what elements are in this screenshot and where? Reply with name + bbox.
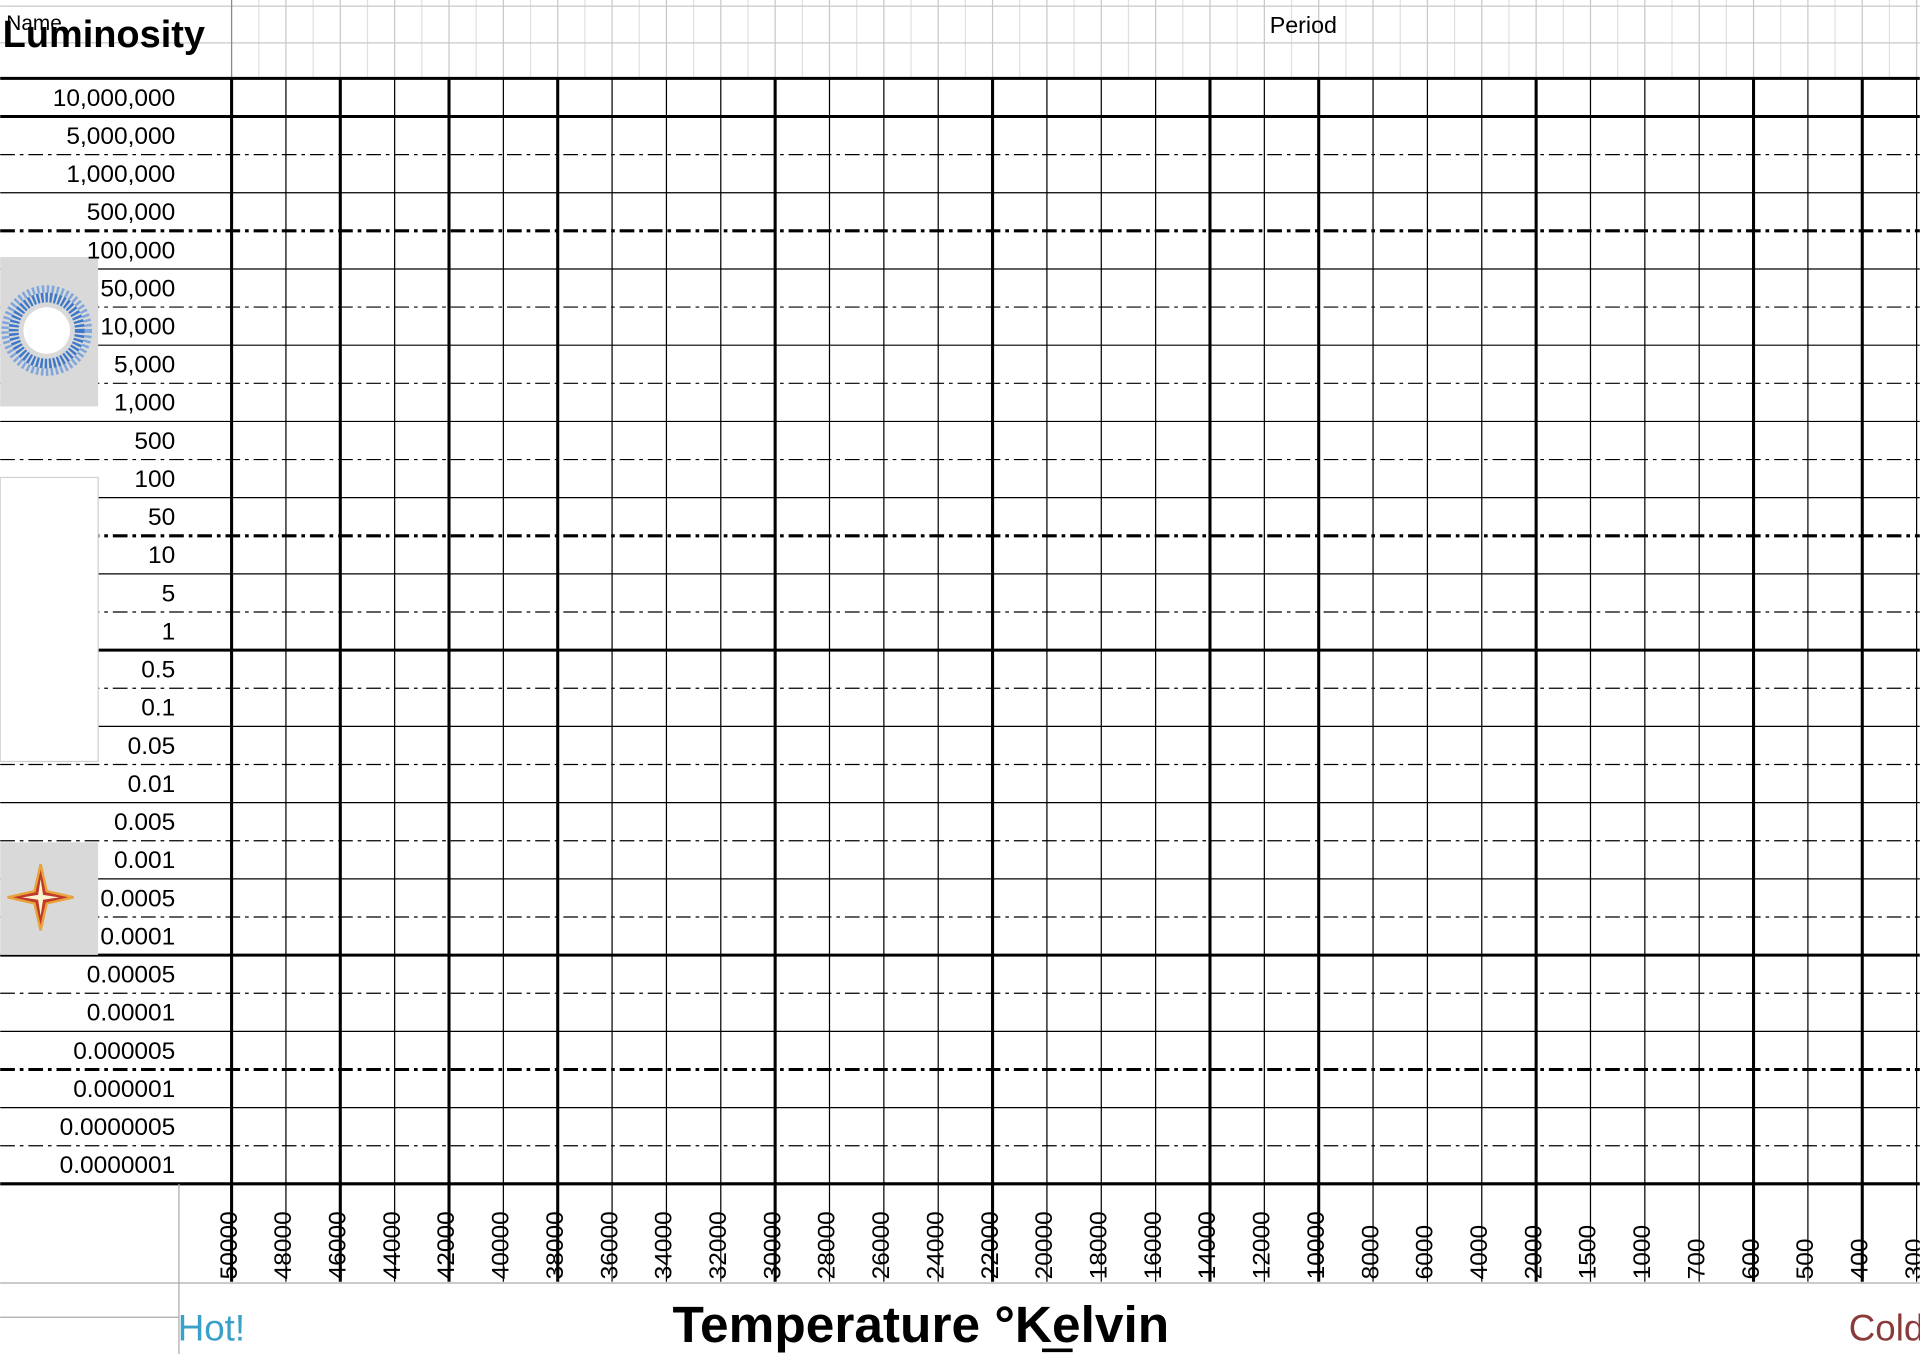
temperature-label: 22000 xyxy=(977,1211,1004,1279)
luminosity-label: 500 xyxy=(134,428,175,455)
temperature-label: 30000 xyxy=(759,1211,786,1279)
luminosity-label: 0.1 xyxy=(141,695,175,722)
temperature-label: 500 xyxy=(1792,1238,1819,1279)
temperature-label: 1000 xyxy=(1629,1225,1656,1279)
luminosity-label: 0.00001 xyxy=(87,1000,175,1027)
luminosity-label: 50,000 xyxy=(100,275,175,302)
temperature-label: 42000 xyxy=(433,1211,460,1279)
temperature-label: 8000 xyxy=(1357,1225,1384,1279)
temperature-label: 24000 xyxy=(922,1211,949,1279)
temperature-label: 10000 xyxy=(1303,1211,1330,1279)
luminosity-label: 0.00005 xyxy=(87,962,175,989)
temperature-label: 26000 xyxy=(868,1211,895,1279)
temperature-label: 32000 xyxy=(705,1211,732,1279)
luminosity-label: 0.5 xyxy=(141,657,175,684)
luminosity-label: 0.05 xyxy=(128,733,176,760)
temperature-label: 4000 xyxy=(1466,1225,1493,1279)
temperature-label: 300 xyxy=(1901,1238,1920,1279)
luminosity-label: 0.0000001 xyxy=(60,1152,176,1179)
temperature-label: 14000 xyxy=(1194,1211,1221,1279)
luminosity-label: 100,000 xyxy=(87,237,175,264)
temperature-label: 700 xyxy=(1683,1238,1710,1279)
temperature-label: 12000 xyxy=(1249,1211,1276,1279)
temperature-label: 18000 xyxy=(1086,1211,1113,1279)
temperature-label: 2000 xyxy=(1520,1225,1547,1279)
luminosity-label: 500,000 xyxy=(87,199,175,226)
red-star-image xyxy=(0,842,98,955)
temperature-label: 44000 xyxy=(379,1211,406,1279)
luminosity-label: 10,000 xyxy=(100,314,175,341)
luminosity-label: 0.000005 xyxy=(73,1038,175,1065)
luminosity-label: 0.0000005 xyxy=(60,1114,176,1141)
luminosity-label: 1,000,000 xyxy=(66,161,175,188)
temperature-label: 400 xyxy=(1847,1238,1874,1279)
hot-label: Hot! xyxy=(178,1307,245,1348)
luminosity-label: 5,000,000 xyxy=(66,123,175,150)
blank-image xyxy=(0,477,98,761)
temperature-label: 1500 xyxy=(1575,1225,1602,1279)
temperature-label: 38000 xyxy=(542,1211,569,1279)
luminosity-label: 0.000001 xyxy=(73,1076,175,1103)
luminosity-label: 0.0005 xyxy=(100,885,175,912)
luminosity-label: 1 xyxy=(162,618,176,645)
temperature-label: 28000 xyxy=(814,1211,841,1279)
period-label: Period xyxy=(1270,12,1337,38)
page: Name Luminosity Period 10,000,0005,000,0… xyxy=(0,0,1920,1354)
luminosity-label: 10 xyxy=(148,542,175,569)
axis-title: Temperature °Kelvin xyxy=(672,1295,1169,1353)
temperature-label: 16000 xyxy=(1140,1211,1167,1279)
background xyxy=(0,0,1920,1354)
luminosity-label: 100 xyxy=(134,466,175,493)
blue-star-image xyxy=(0,257,98,406)
luminosity-label: 0.005 xyxy=(114,809,175,836)
luminosity-label: 5,000 xyxy=(114,352,175,379)
luminosity-label: 0.01 xyxy=(128,771,176,798)
luminosity-label: 0.001 xyxy=(114,847,175,874)
worksheet: Name Luminosity Period 10,000,0005,000,0… xyxy=(0,0,1920,1354)
luminosity-label: 0.0001 xyxy=(100,923,175,950)
luminosity-label: 50 xyxy=(148,504,175,531)
luminosity-label: 1,000 xyxy=(114,390,175,417)
temperature-label: 20000 xyxy=(1031,1211,1058,1279)
temperature-label: 48000 xyxy=(270,1211,297,1279)
luminosity-label: 5 xyxy=(162,580,176,607)
temperature-label: 50000 xyxy=(216,1211,243,1279)
temperature-label: 46000 xyxy=(325,1211,352,1279)
temperature-label: 6000 xyxy=(1412,1225,1439,1279)
temperature-label: 34000 xyxy=(651,1211,678,1279)
temperature-label: 600 xyxy=(1738,1238,1765,1279)
luminosity-title: Luminosity xyxy=(3,14,205,56)
luminosity-label: 10,000,000 xyxy=(53,85,175,112)
temperature-label: 36000 xyxy=(596,1211,623,1279)
cold-label: Cold xyxy=(1849,1307,1920,1348)
temperature-label: 40000 xyxy=(488,1211,515,1279)
